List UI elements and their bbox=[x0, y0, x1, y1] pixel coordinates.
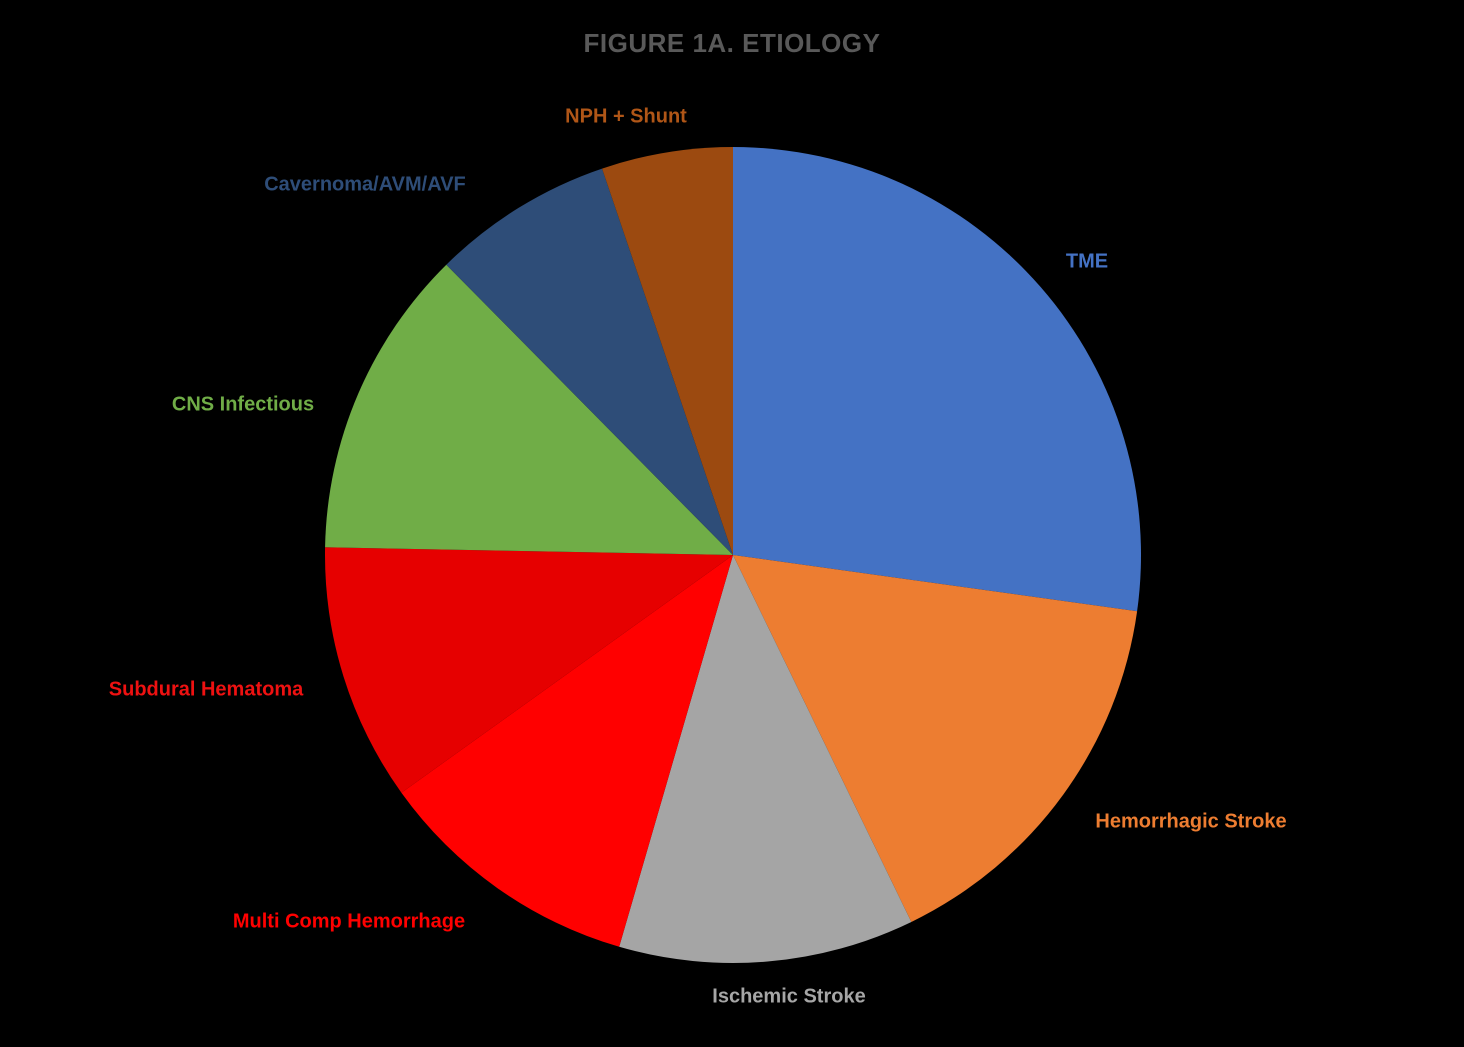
slice-label-ischemic-stroke: Ischemic Stroke bbox=[712, 985, 866, 1008]
pie-slice-2 bbox=[619, 555, 912, 964]
pie-slice-0 bbox=[733, 147, 1142, 612]
pie-slice-1 bbox=[733, 555, 1138, 922]
slice-label-cns-infectious: CNS Infectious bbox=[171, 393, 315, 416]
pie-slice-4 bbox=[324, 547, 733, 793]
chart-title: FIGURE 1A. ETIOLOGY bbox=[583, 28, 881, 58]
slice-label-nph-shunt: NPH + Shunt bbox=[565, 105, 687, 128]
slice-label-hemorrhagic-stroke: Hemorrhagic Stroke bbox=[1095, 810, 1287, 833]
pie-slice-5 bbox=[325, 264, 733, 555]
pie-slice-7 bbox=[602, 147, 733, 555]
slice-label-subdural-hematoma: Subdural Hematoma bbox=[108, 678, 304, 701]
pie-slice-6 bbox=[446, 168, 733, 555]
slice-label-multi-comp-hemorrhage: Multi Comp Hemorrhage bbox=[232, 910, 466, 933]
pie-slice-3 bbox=[401, 555, 733, 947]
slice-label-tme: TME bbox=[1065, 250, 1109, 273]
slice-label-cavernoma-avm-avf: Cavernoma/AVM/AVF bbox=[264, 173, 466, 196]
